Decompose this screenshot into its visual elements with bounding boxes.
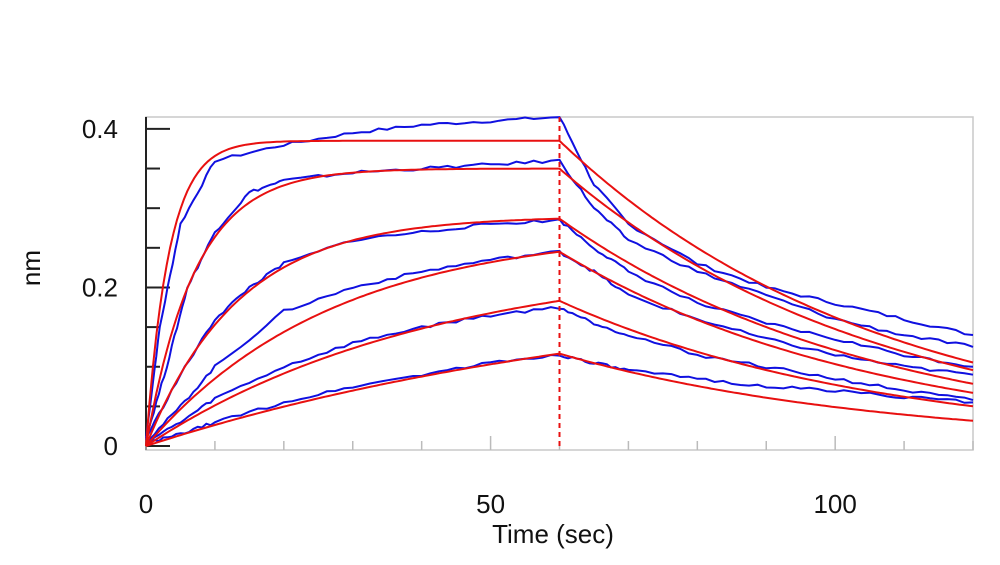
y-axis-title: nm <box>16 250 46 286</box>
y-tick-labels: 0 0.2 0.4 <box>82 114 118 461</box>
y-axis-ticks <box>146 127 170 448</box>
fit-curve <box>145 139 974 447</box>
y-tick-label: 0.2 <box>82 272 118 302</box>
fit-curve <box>145 167 974 447</box>
measured-curve <box>145 218 974 439</box>
x-tick-label: 0 <box>139 489 153 519</box>
x-axis-ticks <box>145 436 974 450</box>
fit-curve <box>145 250 974 447</box>
x-tick-label: 100 <box>813 489 856 519</box>
x-axis-title: Time (sec) <box>492 519 614 549</box>
x-tick-label: 50 <box>476 489 505 519</box>
measured-curve <box>145 116 974 439</box>
y-tick-label: 0.4 <box>82 114 118 144</box>
y-tick-label: 0 <box>104 431 118 461</box>
x-tick-labels: 0 50 100 <box>139 489 857 519</box>
